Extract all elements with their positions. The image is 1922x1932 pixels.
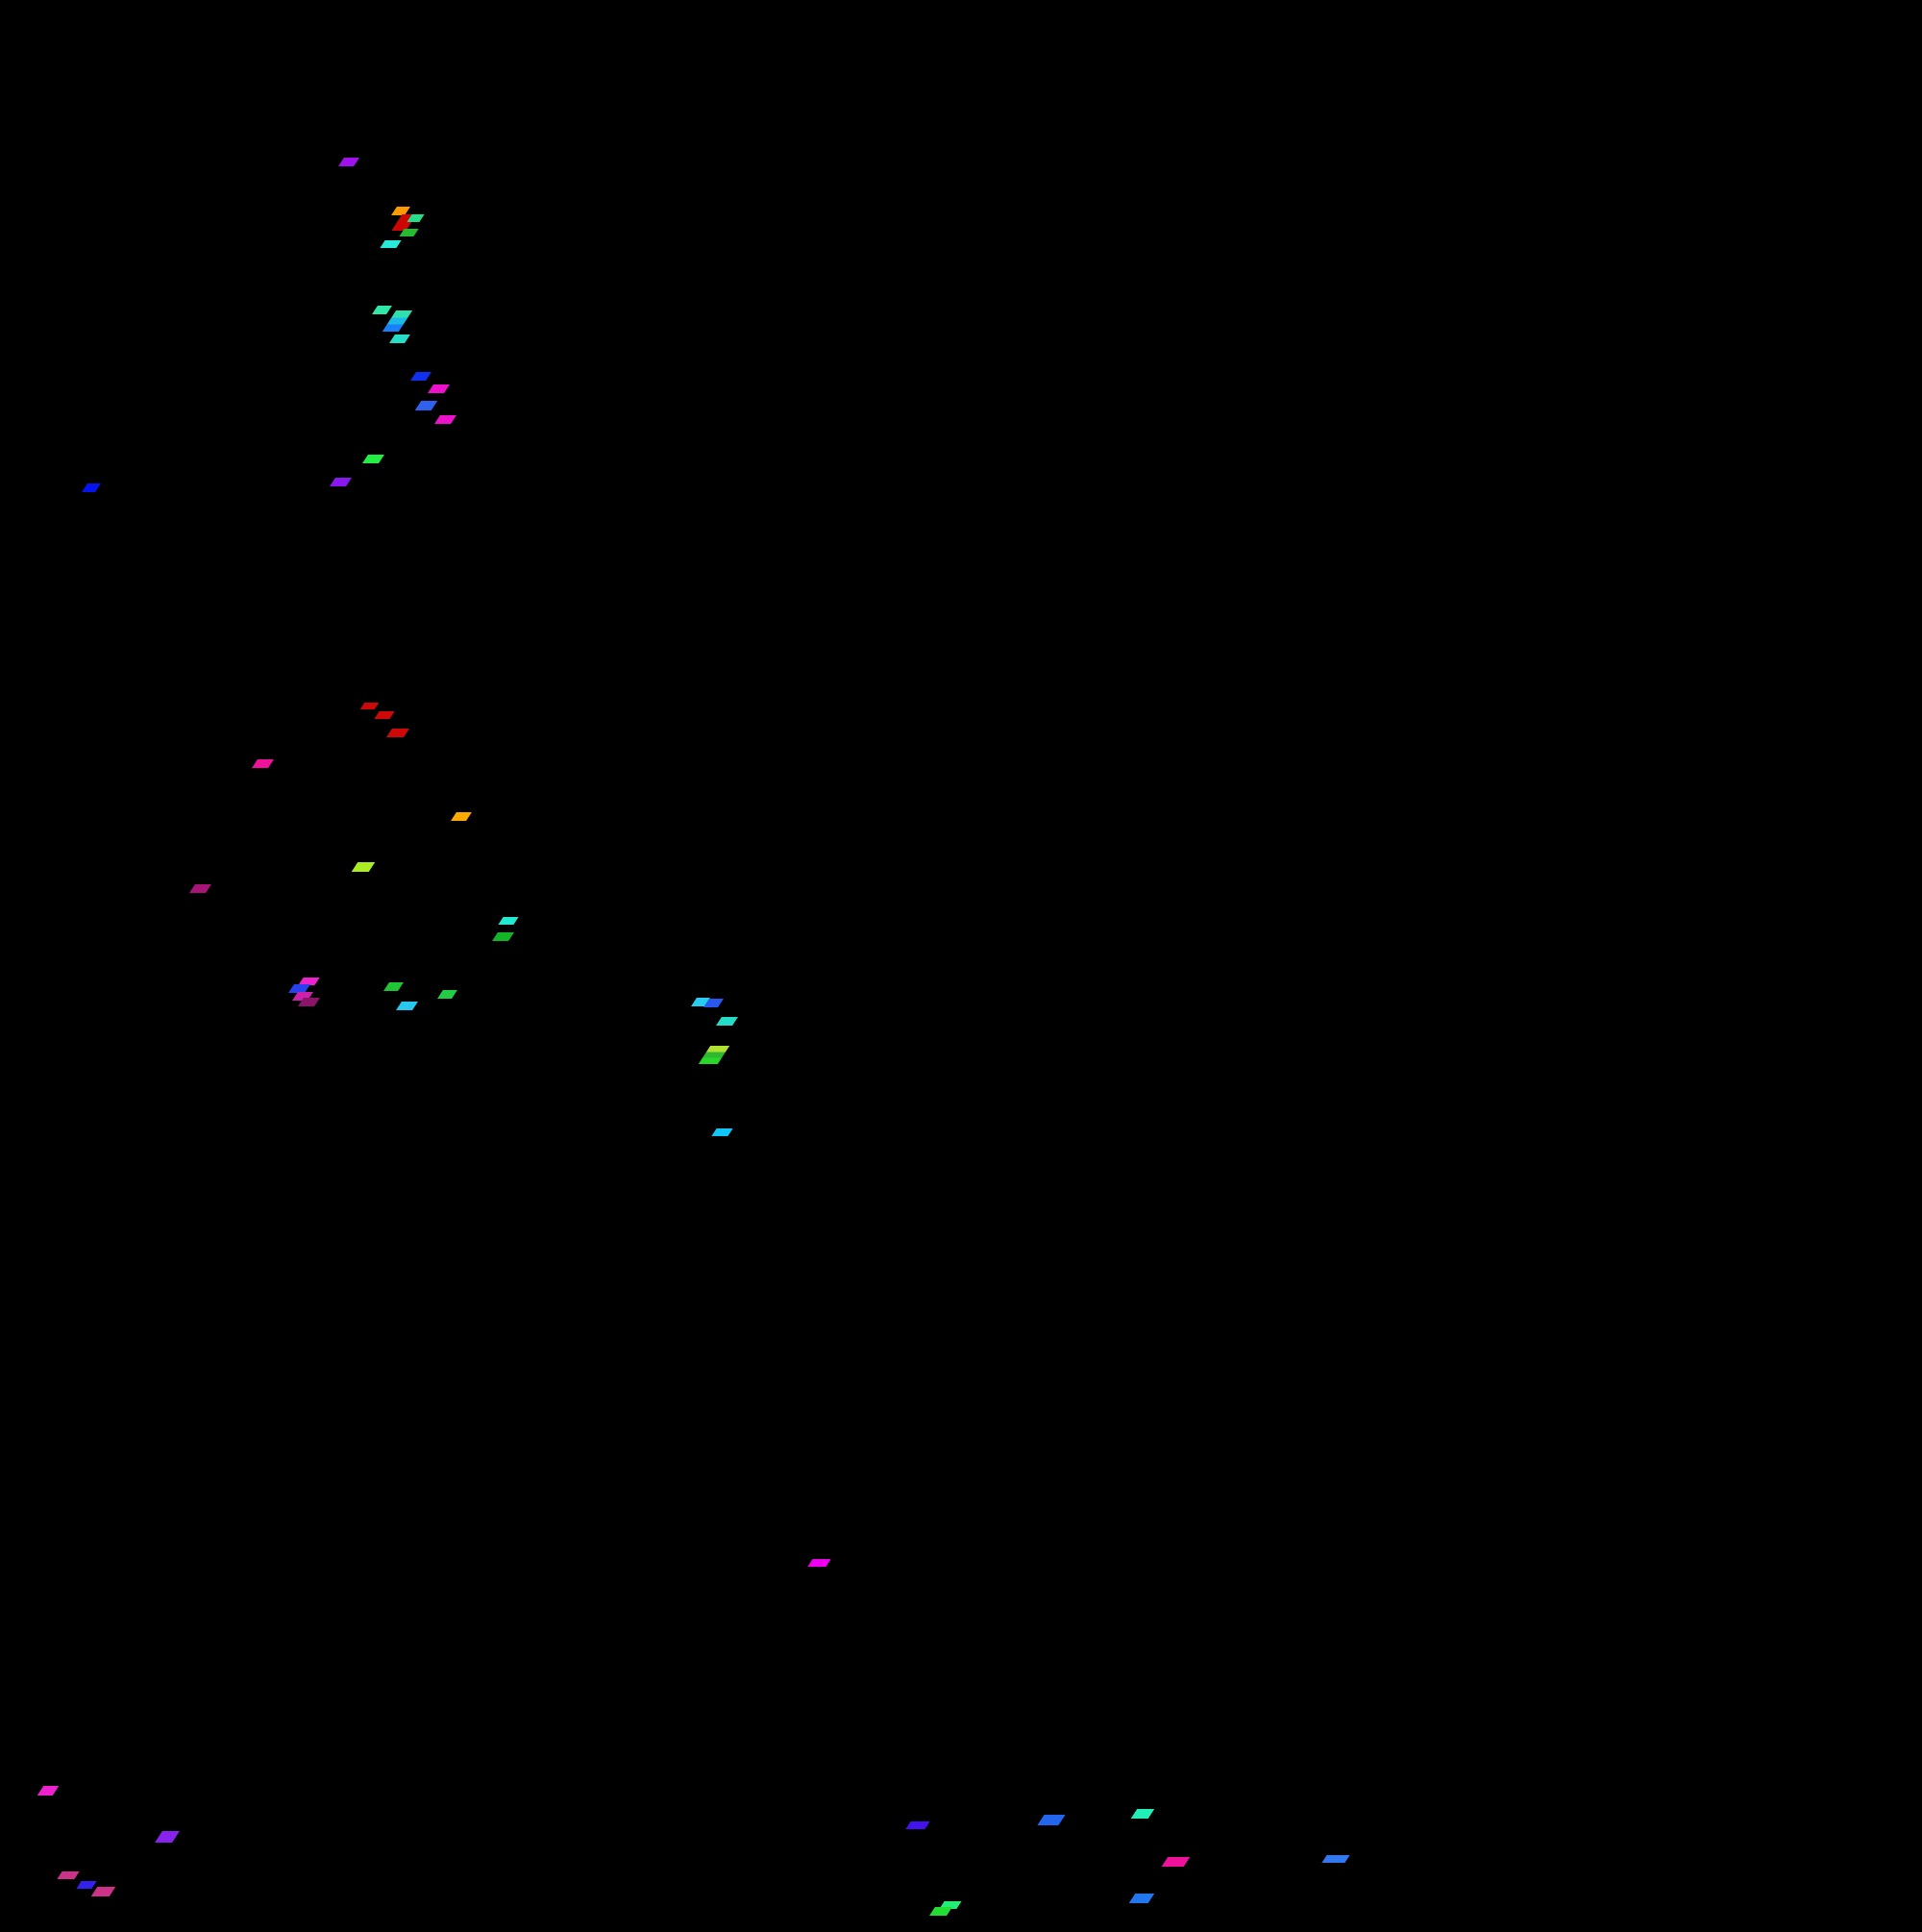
particle-mark (330, 478, 352, 486)
particle-mark (380, 240, 402, 248)
particle-mark (383, 982, 404, 991)
particle-mark (711, 1128, 733, 1136)
particle-mark (90, 1887, 116, 1896)
particle-mark (298, 998, 320, 1006)
particle-mark (698, 1046, 730, 1064)
particle-mark (362, 455, 384, 463)
particle-mark (57, 1871, 80, 1879)
particle-mark (716, 1017, 738, 1026)
particle-mark (434, 415, 456, 424)
particle-mark (437, 990, 457, 999)
particle-mark (37, 1786, 60, 1796)
particle-mark (1321, 1855, 1350, 1863)
particle-mark (492, 932, 514, 941)
particle-mark (82, 483, 101, 492)
particle-mark (1128, 1894, 1155, 1903)
particle-mark (386, 729, 409, 737)
particle-mark (410, 372, 431, 381)
particle-mark (399, 229, 419, 236)
particle-mark (396, 1002, 418, 1010)
particle-mark (359, 703, 380, 709)
particle-mark (1037, 1815, 1066, 1825)
particle-mark (189, 884, 211, 893)
particle-mark (414, 401, 438, 410)
particle-mark (905, 1821, 930, 1829)
particle-mark (929, 1907, 952, 1916)
particle-mark (351, 862, 376, 872)
particle-mark (76, 1881, 97, 1889)
particle-mark (428, 384, 450, 393)
particle-mark (1130, 1809, 1155, 1819)
particle-mark (374, 711, 395, 719)
particle-mark (451, 812, 472, 821)
particle-mark (252, 759, 274, 768)
particle-mark (498, 917, 519, 925)
particle-mark (338, 158, 359, 166)
particle-mark (382, 310, 413, 332)
particle-mark (155, 1831, 180, 1843)
particle-mark (1161, 1857, 1191, 1867)
particle-mark (807, 1559, 831, 1567)
particle-mark (372, 306, 392, 314)
particle-mark (389, 334, 410, 343)
